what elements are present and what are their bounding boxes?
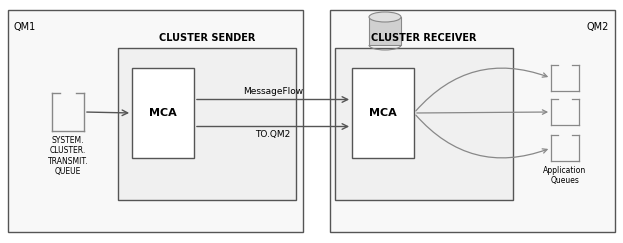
- Bar: [118, 48, 296, 200]
- Text: SYSTEM.
CLUSTER.
TRANSMIT.
QUEUE: SYSTEM. CLUSTER. TRANSMIT. QUEUE: [48, 136, 88, 176]
- Ellipse shape: [369, 12, 401, 22]
- FancyArrowPatch shape: [416, 68, 547, 111]
- Text: QM1: QM1: [14, 22, 36, 32]
- Text: MCA: MCA: [369, 108, 397, 118]
- Bar: [8, 10, 303, 232]
- Text: CLUSTER RECEIVER: CLUSTER RECEIVER: [371, 33, 477, 43]
- FancyArrowPatch shape: [416, 115, 547, 158]
- Bar: [330, 10, 615, 232]
- Text: MessageFlow: MessageFlow: [243, 87, 303, 95]
- Text: Application
Queues: Application Queues: [543, 166, 587, 185]
- Text: QM2: QM2: [587, 22, 609, 32]
- Bar: [369, 17, 401, 45]
- Bar: [335, 48, 513, 200]
- Text: TO.QM2: TO.QM2: [255, 130, 290, 139]
- Text: CLUSTER SENDER: CLUSTER SENDER: [159, 33, 255, 43]
- Bar: [352, 68, 414, 158]
- Bar: [132, 68, 194, 158]
- Text: MCA: MCA: [149, 108, 177, 118]
- FancyArrowPatch shape: [417, 110, 547, 114]
